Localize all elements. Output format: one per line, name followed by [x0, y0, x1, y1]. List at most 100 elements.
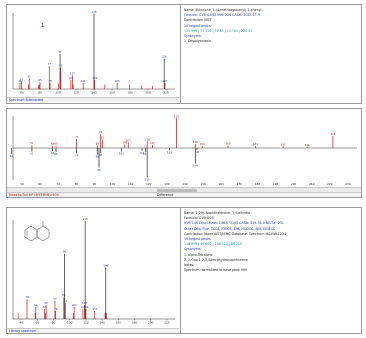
top-peak-label: 78	[48, 79, 52, 83]
head-peak-label: 226	[330, 132, 335, 136]
head-to-tail-tick-label: 170	[237, 182, 243, 186]
head-peak-label: 135	[174, 114, 179, 118]
tail-peak-label: 103	[119, 152, 124, 156]
top-tick-label: 180	[127, 91, 133, 95]
bottom-peak-label: 90	[63, 250, 67, 254]
bottom-info-line-5: 10 largest peaks:	[184, 237, 212, 241]
head-to-tail-panel: 51 63 65 77 89 91 92 105 107 118 121 135 146 150 165 18…	[6, 108, 362, 198]
bottom-peak-label: 119	[83, 305, 88, 309]
head-to-tail-tick-label: 180	[255, 182, 261, 186]
head-peak-label: 121	[150, 141, 155, 145]
top-tick-label: 120	[73, 91, 79, 95]
tail-peak-label: 131	[167, 150, 172, 154]
bottom-info-line-1: Formula: C10H10O	[184, 216, 215, 221]
head-peak-label: 63	[51, 142, 55, 146]
head-peak-label: 92	[101, 136, 105, 140]
top-peak-label: 105	[68, 76, 73, 80]
bottom-spectrum-panel: 39 51 63 65 77 78 89 90 91 103 115 117 118 119 131 146 4…	[6, 207, 362, 334]
head-to-tail-tick-label: 120	[146, 182, 152, 186]
head-peak-label: 150	[200, 142, 205, 146]
top-peak-label: 135	[92, 10, 97, 14]
bottom-info-line-10: Notes:	[184, 263, 195, 267]
top-tick-label: 60	[20, 91, 24, 95]
head-peak-label: 107	[126, 139, 131, 143]
top-compound-info: Name: Ethanone, 1-(4-methoxyphenyl)-2-ph…	[180, 5, 361, 103]
bottom-peak-label: 117	[82, 301, 87, 305]
head-peak-label: 197	[281, 143, 286, 147]
top-tick-label: 100	[55, 91, 61, 95]
top-peak-label: 136	[92, 76, 97, 80]
bottom-peak-label: 39	[25, 295, 29, 299]
head-to-tail-tick-label: 90	[93, 182, 97, 186]
head-peak-label: 146	[193, 140, 198, 144]
bottom-info-line-0: Name: 1(2H)-Naphthalenone, 3,4-dihydro-	[184, 211, 252, 215]
bottom-peak-label: 51	[34, 303, 38, 307]
top-peak-label: 51	[28, 74, 32, 78]
head-to-tail-tick-label: 190	[273, 182, 279, 186]
head-to-tail-scrollbar[interactable]	[7, 187, 361, 192]
tail-peak-label: 65	[54, 152, 58, 156]
head-peak-label: 181	[253, 142, 258, 146]
tail-peak-label: 117	[143, 152, 148, 156]
top-peak-label: 165	[115, 79, 120, 83]
top-spectrum-panel: 39 41 51 65 77 78 91 92 105 107 121 135 136 165 226 227…	[6, 4, 362, 104]
bottom-tick-label: 180	[132, 321, 138, 325]
bottom-tick-label: 220	[164, 321, 170, 325]
top-peak-label: 91	[58, 50, 62, 54]
top-peak-label: 65	[38, 78, 42, 82]
molecule-structure-icon	[24, 221, 50, 242]
bottom-tick-label: 80	[52, 321, 56, 325]
bottom-peak-label: 118	[83, 217, 88, 221]
bottom-peak-label: 131	[92, 307, 97, 311]
tail-peak-label: 39	[10, 154, 14, 158]
tail-peak-label: 63	[51, 151, 55, 155]
head-peak-label: 211	[305, 143, 310, 147]
head-peak-label: 91	[99, 130, 103, 134]
head-to-tail-tick-label: 230	[345, 182, 351, 186]
head-to-tail-caption: Head to Tail MF=893 RMF=909	[9, 193, 59, 197]
bottom-tick-label: 60	[36, 321, 40, 325]
head-to-tail-tick-label: 210	[309, 182, 315, 186]
head-to-tail-tick-label: 110	[128, 182, 134, 186]
difference-tab[interactable]: Difference	[157, 193, 174, 197]
head-to-tail-tick-label: 100	[110, 182, 116, 186]
top-peak-label: 41	[20, 77, 24, 81]
bottom-tick-label: 200	[148, 321, 154, 325]
head-to-tail-status: Head to Tail MF=893 RMF=909 Difference	[7, 192, 361, 197]
top-peak-marker: 1	[41, 23, 44, 29]
tail-peak-label: 147	[195, 150, 200, 154]
bottom-info-line-2: MW: 146 Exact Mass: 146.073165 CAS#: 529…	[184, 221, 284, 226]
top-peak-label: 226	[162, 55, 167, 59]
bottom-peak-label: 63	[43, 305, 47, 309]
tail-peak-label: 118	[145, 178, 150, 182]
bottom-info-line-7: Synonyms:	[184, 247, 202, 252]
top-info-line-0: Name: Ethanone, 1-(4-methoxyphenyl)-2-ph…	[184, 8, 263, 12]
bottom-peak-label: 146	[103, 264, 108, 268]
top-peak-label: 121	[81, 79, 86, 83]
bottom-peak-label: 103	[72, 303, 77, 307]
top-tick-label: 220	[163, 91, 169, 95]
head-to-tail-tick-label: 80	[75, 182, 79, 186]
top-info-line-2: Contributor: NIST	[184, 18, 212, 23]
bottom-caption-left: Library spectrum	[9, 329, 37, 333]
bottom-info-line-9: 2. 1-Oxo-1,2,3,4-tetrahydronaphthalene	[184, 257, 248, 262]
bottom-info-line-6: 118 999 | 90 660 | 146 520 | 89 210	[184, 242, 242, 247]
top-info-line-1: Formula: C15H14O2 MW: 226 CAS#: 1023-17-…	[184, 13, 260, 18]
bottom-peak-label: 65	[44, 301, 48, 305]
head-peak-label: 165	[226, 142, 231, 146]
bottom-peak-label: 115	[80, 305, 85, 309]
bottom-info-line-3: Other DBs: Fine, TSCA, RTECS, EPA, HODOC…	[184, 226, 275, 231]
top-tick-label: 200	[145, 91, 151, 95]
tail-peak-label: 91	[99, 153, 103, 157]
scrollbar-thumb[interactable]	[157, 188, 197, 192]
bottom-tick-label: 140	[99, 321, 105, 325]
head-peak-label: 77	[75, 135, 79, 139]
top-peak-label: 107	[70, 71, 75, 75]
top-peak-label: 92	[59, 64, 63, 68]
bottom-tick-label: 160	[116, 321, 122, 325]
head-peak-label: 89	[96, 142, 100, 146]
bottom-spectrum-caption: Library spectrum	[7, 328, 179, 333]
